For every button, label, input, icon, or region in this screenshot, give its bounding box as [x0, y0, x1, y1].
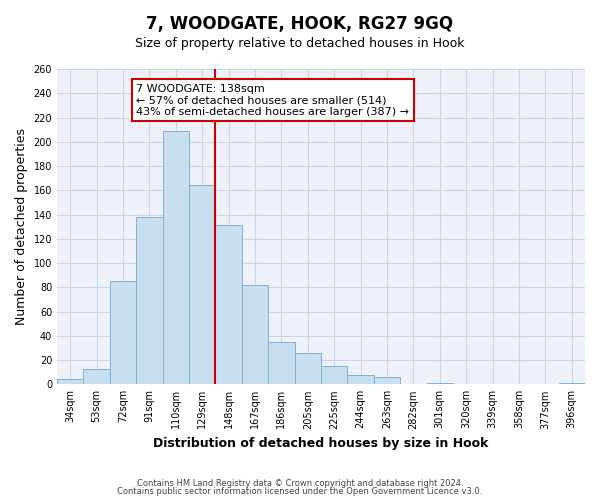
- Bar: [57, 380, 83, 384]
- Bar: [347, 374, 374, 384]
- Bar: [242, 285, 268, 384]
- Bar: [136, 217, 163, 384]
- Bar: [83, 368, 110, 384]
- Bar: [268, 342, 295, 384]
- Bar: [559, 383, 585, 384]
- Bar: [215, 226, 242, 384]
- Text: 7, WOODGATE, HOOK, RG27 9GQ: 7, WOODGATE, HOOK, RG27 9GQ: [146, 15, 454, 33]
- Bar: [163, 131, 189, 384]
- Text: Contains HM Land Registry data © Crown copyright and database right 2024.: Contains HM Land Registry data © Crown c…: [137, 478, 463, 488]
- Text: Contains public sector information licensed under the Open Government Licence v3: Contains public sector information licen…: [118, 487, 482, 496]
- Text: Size of property relative to detached houses in Hook: Size of property relative to detached ho…: [135, 38, 465, 51]
- Bar: [295, 353, 321, 384]
- Bar: [110, 281, 136, 384]
- Bar: [374, 377, 400, 384]
- Y-axis label: Number of detached properties: Number of detached properties: [15, 128, 28, 325]
- Bar: [189, 186, 215, 384]
- X-axis label: Distribution of detached houses by size in Hook: Distribution of detached houses by size …: [154, 437, 489, 450]
- Bar: [427, 383, 453, 384]
- Bar: [321, 366, 347, 384]
- Text: 7 WOODGATE: 138sqm
← 57% of detached houses are smaller (514)
43% of semi-detach: 7 WOODGATE: 138sqm ← 57% of detached hou…: [136, 84, 409, 117]
